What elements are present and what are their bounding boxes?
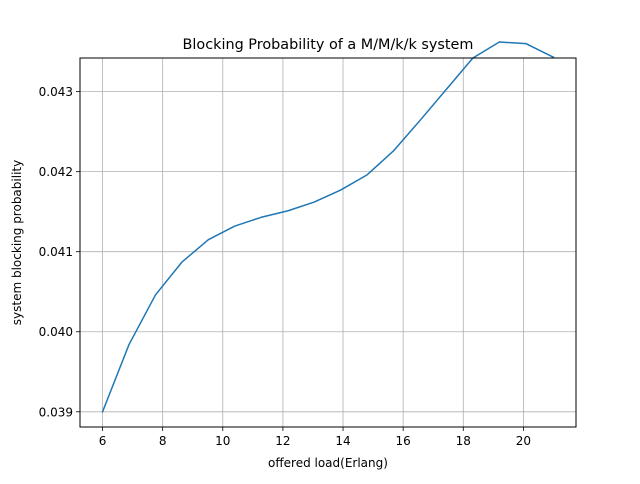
y-tick-label: 0.043 [39, 85, 73, 99]
x-tick-label: 10 [215, 434, 230, 448]
chart-title: Blocking Probability of a M/M/k/k system [183, 37, 474, 53]
series-line [101, 41, 555, 413]
x-tick-label: 6 [99, 434, 107, 448]
y-axis-label: system blocking probability [10, 160, 24, 325]
y-axis-ticks: 0.039 0.040 0.041 0.042 0.043 [39, 85, 80, 419]
x-tick-label: 16 [396, 434, 411, 448]
y-tick-label: 0.041 [39, 245, 73, 259]
plot-frame [79, 57, 577, 428]
series-layer [101, 41, 555, 413]
x-axis-ticks: 6 8 10 12 14 16 18 20 [99, 427, 531, 448]
y-tick-label: 0.039 [39, 405, 73, 419]
grid [80, 58, 576, 427]
x-tick-label: 18 [456, 434, 471, 448]
y-tick-label: 0.040 [39, 325, 73, 339]
x-tick-label: 8 [159, 434, 167, 448]
y-tick-label: 0.042 [39, 165, 73, 179]
x-tick-label: 14 [335, 434, 350, 448]
x-tick-label: 20 [516, 434, 531, 448]
x-tick-label: 12 [275, 434, 290, 448]
x-axis-label: offered load(Erlang) [268, 456, 388, 470]
